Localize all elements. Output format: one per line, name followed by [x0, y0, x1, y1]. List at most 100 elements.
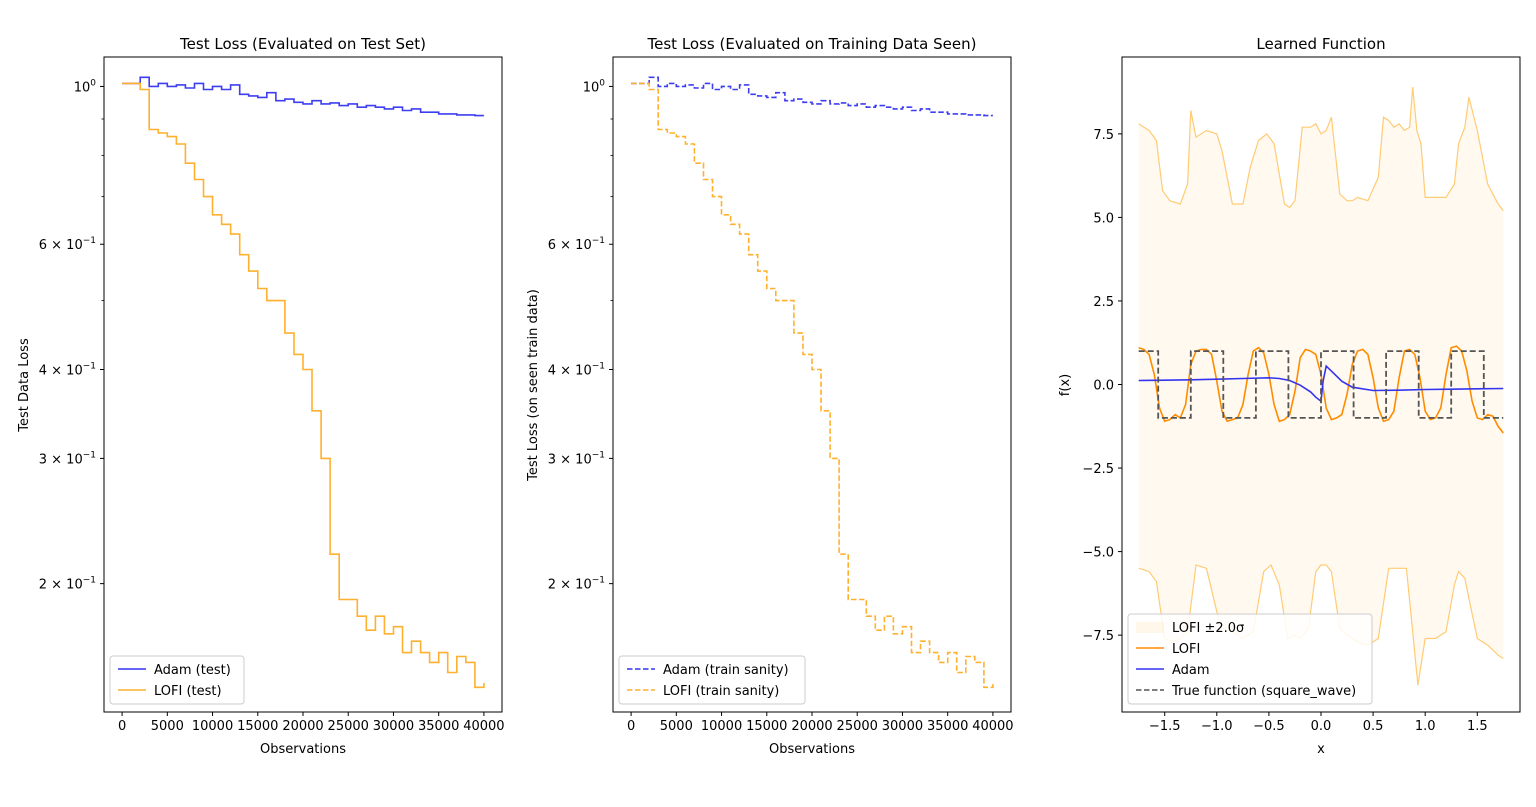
- y-tick-base: 10: [583, 80, 600, 95]
- y-tick-exp: −1: [592, 576, 605, 586]
- y-tick-mult: 6 ×: [39, 238, 66, 253]
- y-tick-exp: 0: [90, 78, 96, 88]
- x-tick-label: 30000: [882, 719, 923, 734]
- panel-3-xlabel: x: [1317, 742, 1325, 757]
- legend-label: LOFI (train sanity): [663, 684, 779, 699]
- legend-box: [1127, 613, 1373, 705]
- x-tick-label: 25000: [837, 719, 878, 734]
- y-tick-label: 7.5: [1093, 128, 1114, 143]
- legend-label: LOFI: [1172, 642, 1200, 657]
- y-tick-label: 2.5: [1093, 295, 1114, 310]
- y-tick-label: −2.5: [1082, 462, 1114, 477]
- y-tick-label: 5.0: [1093, 211, 1114, 226]
- x-tick-label: 15000: [746, 719, 787, 734]
- x-tick-label: 35000: [927, 719, 968, 734]
- x-tick-label: 0.5: [1363, 719, 1384, 734]
- y-tick-label: 0.0: [1093, 379, 1114, 394]
- y-tick-label: 3 × 10−1: [39, 450, 96, 467]
- x-tick-label: −0.5: [1253, 719, 1285, 734]
- panel-2-title: Test Loss (Evaluated on Training Data Se…: [647, 35, 977, 53]
- y-tick-exp: −1: [592, 236, 605, 246]
- panel-train-loss: Test Loss (Evaluated on Training Data Se…: [526, 35, 1014, 757]
- y-tick-exp: −1: [83, 236, 96, 246]
- band-upper-edge: [1138, 87, 1504, 212]
- x-tick-label: 20000: [282, 719, 323, 734]
- x-tick-label: 5000: [151, 719, 184, 734]
- panel-1-ylabel: Test Data Loss: [17, 338, 32, 433]
- y-tick-base: 10: [74, 80, 91, 95]
- legend-label: LOFI ±2.0σ: [1172, 621, 1244, 636]
- y-tick-exp: −1: [592, 450, 605, 460]
- x-tick-label: 40000: [463, 719, 504, 734]
- panel-2-xlabel: Observations: [769, 742, 855, 757]
- y-tick-base: 10: [575, 238, 592, 253]
- x-tick-label: 1.5: [1467, 719, 1488, 734]
- panel-3-ylabel: f(x): [1058, 374, 1073, 396]
- y-tick-label: 100: [74, 78, 97, 95]
- x-tick-label: 40000: [972, 719, 1013, 734]
- y-tick-label: −5.0: [1082, 546, 1114, 561]
- legend-box: [109, 655, 245, 705]
- x-tick-label: −1.0: [1201, 719, 1233, 734]
- axes-frame: [612, 56, 1012, 713]
- plot-area: [631, 76, 994, 689]
- legend-swatch-band: [1136, 622, 1164, 633]
- x-tick-label: 15000: [237, 719, 278, 734]
- y-tick-exp: −1: [83, 362, 96, 372]
- legend-label: Adam (train sanity): [663, 663, 789, 678]
- x-tick-label: 20000: [791, 719, 832, 734]
- y-tick-label: 3 × 10−1: [548, 450, 605, 467]
- x-tick-label: 10000: [192, 719, 233, 734]
- panel-test-loss: Test Loss (Evaluated on Test Set) Observ…: [17, 35, 505, 757]
- y-tick-base: 10: [66, 578, 83, 593]
- panel-1-xlabel: Observations: [260, 742, 346, 757]
- panel-1-title: Test Loss (Evaluated on Test Set): [179, 35, 426, 53]
- y-tick-mult: 4 ×: [39, 364, 66, 379]
- y-tick-exp: −1: [83, 450, 96, 460]
- x-tick-label: 0: [118, 719, 126, 734]
- x-tick-label: 5000: [660, 719, 693, 734]
- plot-area: [122, 76, 485, 689]
- y-tick-mult: 4 ×: [548, 364, 575, 379]
- legend-label: LOFI (test): [154, 684, 222, 699]
- panel-3-title: Learned Function: [1256, 35, 1385, 53]
- legend: LOFI ±2.0σ LOFI Adam True function (square_…: [1127, 613, 1373, 705]
- x-tick-label: 0.0: [1311, 719, 1332, 734]
- y-tick-label: 6 × 10−1: [39, 236, 96, 253]
- x-tick-label: 0: [627, 719, 635, 734]
- y-tick-exp: −1: [592, 362, 605, 372]
- y-tick-mult: 3 ×: [39, 452, 66, 467]
- legend-box: [618, 655, 806, 705]
- band-lower-edge: [1138, 563, 1504, 686]
- x-tick-label: −1.5: [1149, 719, 1181, 734]
- series-line-adam-test-: [122, 76, 484, 117]
- y-tick-label: 6 × 10−1: [548, 236, 605, 253]
- y-tick-exp: −1: [83, 576, 96, 586]
- y-tick-label: 4 × 10−1: [548, 362, 605, 379]
- y-tick-label: 100: [583, 78, 606, 95]
- y-tick-mult: 6 ×: [548, 238, 575, 253]
- series-line-lofi-test-: [122, 82, 485, 689]
- y-tick-mult: 3 ×: [548, 452, 575, 467]
- x-tick-label: 1.0: [1415, 719, 1436, 734]
- y-tick-base: 10: [66, 238, 83, 253]
- plot-area: [1138, 87, 1504, 686]
- y-tick-label: −7.5: [1082, 629, 1114, 644]
- legend: Adam (train sanity) LOFI (train sanity): [618, 655, 806, 705]
- x-tick-label: 35000: [418, 719, 459, 734]
- y-tick-base: 10: [66, 364, 83, 379]
- series-line-lofi-train-sanity-: [631, 82, 994, 689]
- y-tick-base: 10: [66, 452, 83, 467]
- x-tick-label: 30000: [373, 719, 414, 734]
- y-tick-base: 10: [575, 578, 592, 593]
- y-tick-exp: 0: [599, 78, 605, 88]
- y-tick-base: 10: [575, 452, 592, 467]
- y-tick-label: 2 × 10−1: [548, 576, 605, 593]
- y-tick-mult: 2 ×: [548, 578, 575, 593]
- series-line-adam-train-sanity-: [631, 76, 993, 117]
- legend-label: Adam (test): [154, 663, 231, 678]
- x-tick-label: 25000: [328, 719, 369, 734]
- legend-label: Adam: [1172, 663, 1210, 678]
- series-line-true-function-square-wave-: [1138, 350, 1504, 419]
